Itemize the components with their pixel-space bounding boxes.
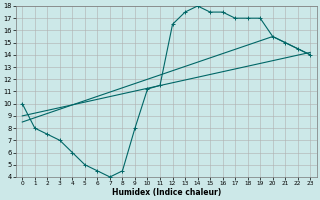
X-axis label: Humidex (Indice chaleur): Humidex (Indice chaleur)	[112, 188, 221, 197]
